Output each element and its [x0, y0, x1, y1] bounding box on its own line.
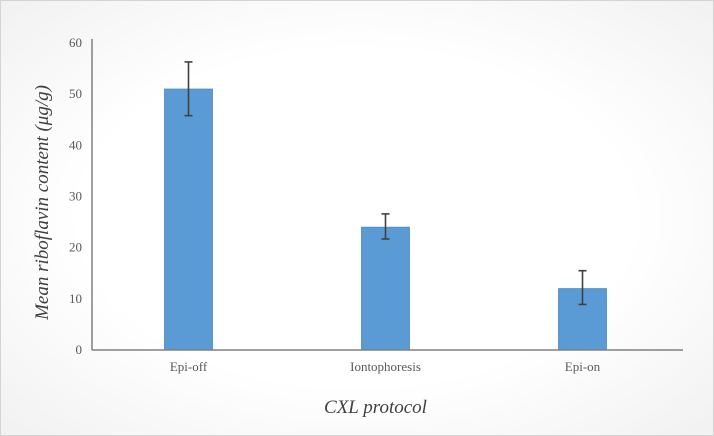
x-tick-label: Epi-off [170, 359, 208, 374]
error-bar [578, 269, 587, 306]
y-tick-label: 20 [69, 240, 82, 255]
bar-iontophoresis [361, 226, 410, 351]
y-axis-ticks: 0 10 20 30 40 50 60 [69, 35, 82, 357]
y-tick-label: 40 [69, 137, 82, 152]
y-tick-label: 10 [69, 291, 82, 306]
error-bar [381, 213, 390, 240]
x-tick-label: Epi-on [565, 359, 601, 374]
error-bars [184, 61, 587, 306]
bar-epi-off [164, 88, 213, 351]
error-bar [184, 61, 193, 117]
y-tick-label: 0 [76, 342, 83, 357]
x-tick-label: Iontophoresis [350, 359, 421, 374]
y-axis-title: Mean riboflavin content (μg/g) [32, 85, 53, 321]
y-tick-label: 30 [69, 189, 82, 204]
x-axis-ticks: Epi-off Iontophoresis Epi-on [170, 359, 601, 374]
x-axis-title: CXL protocol [324, 397, 427, 418]
y-tick-label: 50 [69, 86, 82, 101]
y-tick-label: 60 [69, 35, 82, 50]
